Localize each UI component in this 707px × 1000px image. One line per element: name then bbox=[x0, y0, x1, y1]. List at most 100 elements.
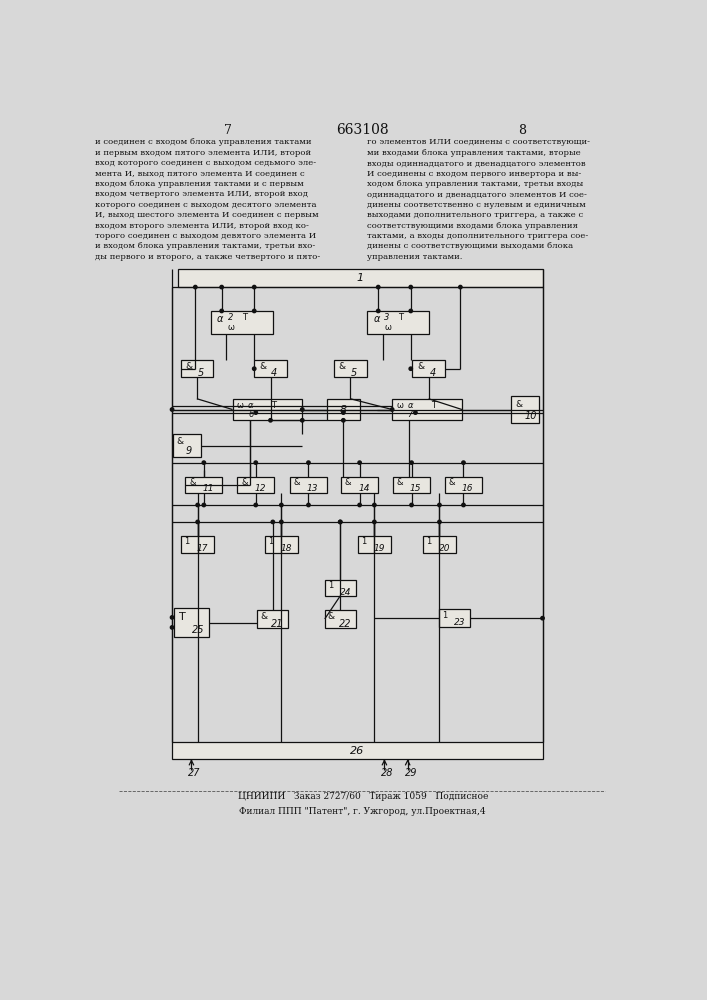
Text: T: T bbox=[431, 401, 436, 410]
Text: 19: 19 bbox=[373, 544, 385, 553]
Bar bbox=[412, 360, 445, 377]
Circle shape bbox=[358, 503, 361, 507]
Text: &: & bbox=[449, 478, 455, 487]
Text: 2: 2 bbox=[228, 313, 233, 322]
Circle shape bbox=[438, 503, 441, 507]
Circle shape bbox=[410, 503, 414, 507]
Circle shape bbox=[269, 419, 272, 422]
Text: ω: ω bbox=[385, 323, 392, 332]
Text: T: T bbox=[398, 313, 404, 322]
Circle shape bbox=[194, 285, 197, 289]
Text: 18: 18 bbox=[281, 544, 292, 553]
Bar bbox=[182, 536, 214, 553]
Circle shape bbox=[271, 520, 274, 524]
Text: 1: 1 bbox=[268, 537, 274, 546]
Circle shape bbox=[254, 411, 257, 414]
Circle shape bbox=[196, 503, 199, 507]
Bar bbox=[211, 311, 273, 334]
Circle shape bbox=[170, 616, 174, 619]
Text: 21: 21 bbox=[271, 619, 284, 629]
Text: 1: 1 bbox=[357, 273, 364, 283]
Circle shape bbox=[252, 285, 256, 289]
Circle shape bbox=[410, 461, 414, 464]
Text: 8: 8 bbox=[340, 405, 347, 415]
Bar bbox=[445, 477, 482, 493]
Bar bbox=[174, 608, 209, 637]
Text: α: α bbox=[408, 401, 413, 410]
Text: &: & bbox=[293, 478, 300, 487]
Text: 17: 17 bbox=[197, 544, 209, 553]
Text: &: & bbox=[345, 478, 351, 487]
Text: 14: 14 bbox=[358, 484, 370, 493]
Text: &: & bbox=[189, 478, 196, 487]
Bar bbox=[327, 399, 360, 420]
Bar bbox=[177, 269, 543, 287]
Circle shape bbox=[170, 408, 174, 411]
Circle shape bbox=[300, 419, 304, 422]
Text: 10: 10 bbox=[525, 411, 537, 421]
Text: 1: 1 bbox=[185, 537, 189, 546]
Text: &: & bbox=[260, 612, 267, 621]
Text: 11: 11 bbox=[202, 484, 214, 493]
Text: &: & bbox=[417, 362, 424, 371]
Circle shape bbox=[339, 520, 342, 524]
Text: 27: 27 bbox=[188, 768, 201, 778]
Circle shape bbox=[307, 503, 310, 507]
Text: 13: 13 bbox=[307, 484, 318, 493]
Text: го элементов ИЛИ соединены с соответствующи-
ми входами блока управления тактами: го элементов ИЛИ соединены с соответству… bbox=[368, 138, 590, 261]
Bar bbox=[290, 477, 327, 493]
Circle shape bbox=[202, 503, 206, 507]
Circle shape bbox=[280, 520, 283, 524]
Text: 12: 12 bbox=[255, 484, 266, 493]
Circle shape bbox=[377, 285, 380, 289]
Text: &: & bbox=[185, 362, 192, 371]
Text: ЦНИИПИ   Заказ 2727/60   Тираж 1059   Подписное: ЦНИИПИ Заказ 2727/60 Тираж 1059 Подписно… bbox=[238, 792, 488, 801]
Bar bbox=[237, 477, 274, 493]
Text: 4: 4 bbox=[429, 368, 436, 378]
Text: 3: 3 bbox=[385, 313, 390, 322]
Text: &: & bbox=[397, 478, 403, 487]
Text: &: & bbox=[515, 400, 522, 409]
Circle shape bbox=[377, 309, 380, 313]
Bar bbox=[233, 399, 303, 420]
Circle shape bbox=[341, 419, 345, 422]
Text: 29: 29 bbox=[404, 768, 417, 778]
Text: &: & bbox=[328, 612, 335, 621]
Bar bbox=[180, 360, 213, 377]
Circle shape bbox=[254, 503, 257, 507]
Bar bbox=[185, 477, 223, 493]
Circle shape bbox=[409, 309, 412, 313]
Text: 1: 1 bbox=[426, 537, 431, 546]
Circle shape bbox=[373, 503, 376, 507]
Text: 9: 9 bbox=[185, 446, 192, 456]
Text: 5: 5 bbox=[351, 368, 357, 378]
Text: 22: 22 bbox=[339, 619, 351, 629]
Text: 663108: 663108 bbox=[337, 123, 389, 137]
Circle shape bbox=[339, 520, 342, 524]
Text: 26: 26 bbox=[350, 746, 364, 756]
Text: α: α bbox=[217, 314, 223, 324]
Text: T: T bbox=[271, 401, 276, 410]
Bar bbox=[393, 477, 430, 493]
Text: α: α bbox=[248, 401, 254, 410]
Text: 8: 8 bbox=[518, 124, 527, 137]
Circle shape bbox=[252, 367, 256, 370]
Circle shape bbox=[409, 367, 412, 370]
Text: и соединен с входом блока управления тактами
и первым входом пятого элемента ИЛИ: и соединен с входом блока управления так… bbox=[95, 138, 320, 261]
Circle shape bbox=[390, 408, 394, 411]
Text: 24: 24 bbox=[340, 588, 352, 597]
Circle shape bbox=[307, 461, 310, 464]
Circle shape bbox=[220, 309, 223, 313]
Text: ω: ω bbox=[236, 401, 243, 410]
Bar bbox=[173, 434, 201, 457]
Bar bbox=[172, 742, 542, 759]
Circle shape bbox=[252, 309, 256, 313]
Text: 7: 7 bbox=[408, 410, 413, 419]
Text: 5: 5 bbox=[198, 368, 204, 378]
Text: 25: 25 bbox=[192, 625, 205, 635]
Circle shape bbox=[196, 520, 199, 524]
Bar bbox=[510, 396, 539, 423]
Bar bbox=[438, 609, 469, 627]
Bar bbox=[392, 399, 462, 420]
Text: &: & bbox=[339, 362, 346, 371]
